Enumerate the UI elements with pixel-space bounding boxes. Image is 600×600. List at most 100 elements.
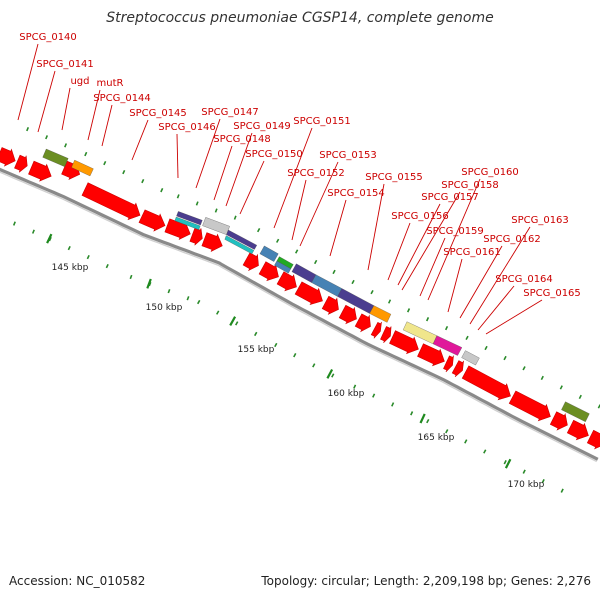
leader-line bbox=[299, 161, 339, 247]
gene-arrow bbox=[338, 304, 357, 325]
major-tick bbox=[326, 368, 334, 379]
scale-label: 155 kbp bbox=[238, 345, 275, 355]
tick-mark bbox=[45, 135, 49, 140]
gene-arrow bbox=[508, 390, 551, 422]
gene-arrow bbox=[321, 295, 339, 315]
gene-label: SPCG_0161 bbox=[443, 247, 501, 258]
tick-mark bbox=[560, 488, 564, 493]
gene-label: SPCG_0154 bbox=[327, 188, 385, 199]
gene-label: SPCG_0140 bbox=[19, 32, 77, 43]
tick-mark bbox=[522, 469, 526, 474]
tick-mark bbox=[105, 263, 109, 269]
gene-label: ugd bbox=[70, 76, 89, 87]
gene-label: SPCG_0144 bbox=[93, 93, 151, 104]
gene-arrow bbox=[370, 321, 382, 339]
scale-label: 165 kbp bbox=[418, 433, 455, 443]
major-tick bbox=[46, 233, 53, 244]
tick-mark bbox=[353, 384, 357, 389]
tick-mark bbox=[141, 178, 145, 184]
tick-mark bbox=[445, 429, 449, 434]
leader-line bbox=[87, 89, 101, 141]
tick-mark bbox=[351, 279, 355, 285]
tick-mark bbox=[540, 375, 544, 381]
tick-mark bbox=[233, 215, 237, 220]
tick-mark bbox=[503, 460, 507, 465]
tick-mark bbox=[103, 160, 107, 166]
tick-mark bbox=[167, 289, 171, 294]
scale-label: 150 kbp bbox=[146, 303, 183, 313]
tick-mark bbox=[444, 325, 449, 331]
gene-arrow bbox=[81, 182, 141, 221]
leader-line bbox=[273, 127, 313, 229]
tick-mark bbox=[425, 317, 430, 322]
feature-track bbox=[42, 148, 590, 423]
tick-mark bbox=[176, 194, 180, 199]
tick-mark bbox=[276, 238, 280, 243]
tick-mark bbox=[31, 229, 35, 234]
tick-mark bbox=[370, 290, 374, 295]
feature-box bbox=[432, 335, 463, 356]
feature-box bbox=[291, 263, 317, 283]
gene-arrow bbox=[461, 365, 511, 401]
gene-arrow bbox=[451, 360, 464, 378]
backbone-line bbox=[0, 167, 599, 461]
scale-labels: 145 kbp 150 kbp 155 kbp 160 kbp 165 kbp 170 k… bbox=[52, 263, 545, 490]
tick-mark bbox=[313, 259, 318, 265]
tick-mark bbox=[254, 331, 258, 337]
gene-label: SPCG_0156 bbox=[391, 211, 449, 222]
gene-label: SPCG_0149 bbox=[233, 121, 291, 132]
leader-line bbox=[131, 119, 149, 161]
feature-box bbox=[561, 401, 590, 423]
tick-mark bbox=[559, 385, 563, 390]
leader-line bbox=[401, 191, 461, 291]
leader-line bbox=[387, 222, 411, 281]
feature-box bbox=[224, 235, 255, 255]
tick-mark bbox=[129, 274, 133, 280]
gene-arrow bbox=[14, 154, 28, 173]
gene-arrow bbox=[276, 271, 297, 292]
major-tick bbox=[146, 278, 152, 289]
gene-arrow bbox=[0, 147, 16, 167]
tick-mark bbox=[484, 345, 488, 351]
gene-arrow bbox=[28, 160, 52, 182]
tick-mark bbox=[465, 335, 469, 340]
leader-line bbox=[195, 118, 221, 189]
tick-mark bbox=[372, 393, 376, 398]
gene-arrow bbox=[443, 355, 454, 373]
tick-mark bbox=[122, 169, 126, 175]
tick-mark bbox=[216, 310, 220, 315]
gene-arrow bbox=[586, 429, 600, 450]
leader-line bbox=[427, 178, 481, 301]
scale-label: 145 kbp bbox=[52, 263, 89, 273]
feature-box bbox=[202, 217, 230, 235]
feature-box bbox=[42, 148, 69, 167]
tick-mark bbox=[503, 355, 507, 361]
tick-mark bbox=[197, 299, 201, 305]
gene-arrow bbox=[258, 261, 279, 282]
tick-mark bbox=[293, 353, 297, 358]
map-title: Streptococcus pneumoniae CGSP14, complet… bbox=[106, 10, 494, 26]
gene-label: SPCG_0162 bbox=[483, 234, 541, 245]
tick-mark bbox=[274, 342, 278, 348]
tick-mark bbox=[578, 394, 582, 400]
tick-mark bbox=[522, 366, 526, 371]
leader-line bbox=[17, 43, 39, 121]
gene-label: SPCG_0160 bbox=[461, 167, 519, 178]
leader-line bbox=[291, 179, 307, 241]
feature-box bbox=[274, 260, 292, 274]
leader-line bbox=[213, 145, 233, 201]
gene-label: SPCG_0151 bbox=[293, 116, 351, 127]
gene-label: SPCG_0146 bbox=[158, 122, 216, 133]
tick-mark bbox=[214, 208, 218, 213]
tick-mark bbox=[312, 363, 316, 368]
leader-line bbox=[61, 87, 71, 131]
gene-label: SPCG_0148 bbox=[213, 134, 271, 145]
gene-arrow bbox=[354, 313, 371, 333]
scale-label: 160 kbp bbox=[328, 389, 365, 399]
gene-label: SPCG_0158 bbox=[441, 180, 499, 191]
tick-mark bbox=[235, 321, 239, 326]
gene-label: SPCG_0152 bbox=[287, 168, 345, 179]
feature-box bbox=[176, 211, 203, 226]
